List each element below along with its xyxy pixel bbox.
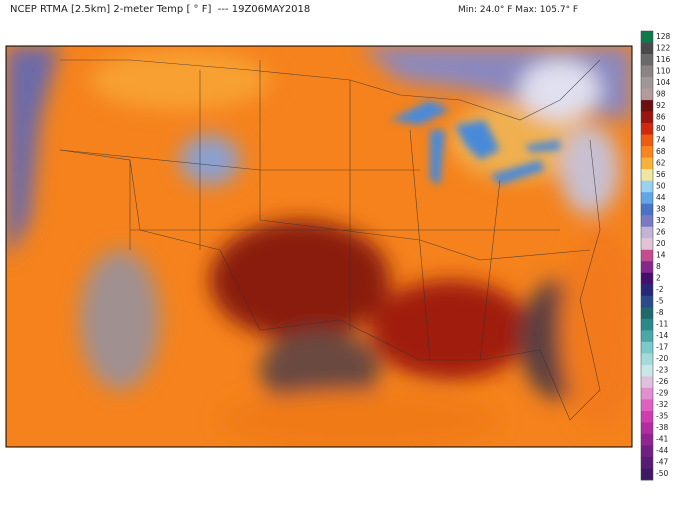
colorbar-label: 14 [656, 251, 666, 260]
colorbar-swatch [641, 192, 653, 204]
colorbar-swatch [641, 364, 653, 377]
colorbar-label: -5 [656, 297, 664, 306]
colorbar-label: 128 [656, 32, 671, 41]
colorbar-label: -8 [656, 308, 664, 317]
colorbar-label: -20 [656, 354, 668, 363]
colorbar-label: -32 [656, 400, 668, 409]
colorbar-swatch [641, 445, 653, 458]
colorbar-swatch [641, 272, 653, 285]
colorbar-swatch [641, 353, 653, 366]
colorbar-label: -50 [656, 469, 668, 478]
colorbar-swatch [641, 307, 653, 320]
colorbar-swatch [641, 146, 653, 158]
colorbar-swatch [641, 249, 653, 262]
colorbar-label: 80 [656, 124, 666, 133]
colorbar-swatch [641, 399, 653, 412]
colorbar-swatch [641, 111, 653, 124]
colorbar-swatch [641, 433, 653, 446]
colorbar-label: 104 [656, 78, 671, 87]
colorbar-label: 74 [656, 135, 666, 144]
colorbar-swatch [641, 456, 653, 469]
colorbar-swatch [641, 341, 653, 354]
colorbar-label: 50 [656, 181, 666, 190]
colorbar-label: 68 [656, 147, 666, 156]
colorbar-label: -35 [656, 412, 668, 421]
colorbar-swatch [641, 134, 653, 147]
colorbar-label: -44 [656, 446, 668, 455]
colorbar-label: 26 [656, 227, 666, 236]
temperature-field [6, 46, 632, 447]
colorbar-label: -47 [656, 458, 668, 467]
colorbar-swatch [641, 88, 653, 101]
colorbar-label: 2 [656, 274, 661, 283]
colorbar-swatch [641, 65, 653, 78]
colorbar-label: 116 [656, 55, 671, 64]
colorbar-label: -11 [656, 320, 668, 329]
colorbar-swatch [641, 468, 653, 481]
colorbar-label: 98 [656, 89, 666, 98]
colorbar-swatch [641, 226, 653, 239]
colorbar-label: 38 [656, 204, 666, 213]
colorbar-swatch [641, 238, 653, 251]
colorbar-swatch [641, 422, 653, 435]
colorbar-swatch [641, 77, 653, 89]
colorbar-label: -23 [656, 366, 668, 375]
colorbar-swatch [641, 31, 653, 43]
colorbar-swatch [641, 284, 653, 297]
colorbar-frame [640, 30, 654, 481]
colorbar-swatch [641, 387, 653, 400]
colorbar-swatch [641, 203, 653, 216]
colorbar-label: 110 [656, 66, 671, 75]
colorbar-label: 122 [656, 43, 671, 52]
map-title: NCEP RTMA [2.5km] 2-meter Temp [ ° F] --… [10, 4, 311, 15]
colorbar-label: -41 [656, 435, 668, 444]
colorbar-label: 20 [656, 239, 666, 248]
colorbar-label: -26 [656, 377, 668, 386]
colorbar-label: 92 [656, 101, 666, 110]
colorbar-swatch [641, 123, 653, 135]
colorbar-swatch [641, 295, 653, 308]
colorbar-label: -29 [656, 389, 668, 398]
colorbar-swatch [641, 100, 653, 112]
colorbar-swatch [641, 42, 653, 55]
colorbar-label: 62 [656, 158, 666, 167]
colorbar-swatch [641, 376, 653, 389]
colorbar-label: -38 [656, 423, 668, 432]
colorbar-swatch [641, 410, 653, 423]
colorbar-swatch [641, 215, 653, 228]
colorbar-label: 44 [656, 193, 666, 202]
colorbar-label: -17 [656, 343, 668, 352]
colorbar-label: 56 [656, 170, 666, 179]
map-frame [5, 45, 633, 448]
colorbar-swatch [641, 330, 653, 343]
colorbar-swatch [641, 318, 653, 331]
colorbar-label: -2 [656, 285, 664, 294]
colorbar-swatch [641, 54, 653, 66]
colorbar-swatch [641, 169, 653, 181]
colorbar-swatch [641, 180, 653, 193]
colorbar-label: 8 [656, 262, 661, 271]
colorbar-label: 86 [656, 112, 666, 121]
colorbar-label: 32 [656, 216, 666, 225]
colorbar-swatch [641, 261, 653, 274]
colorbar-swatch [641, 157, 653, 170]
min-max: Min: 24.0° F Max: 105.7° F [458, 5, 579, 15]
colorbar-label: -14 [656, 331, 668, 340]
